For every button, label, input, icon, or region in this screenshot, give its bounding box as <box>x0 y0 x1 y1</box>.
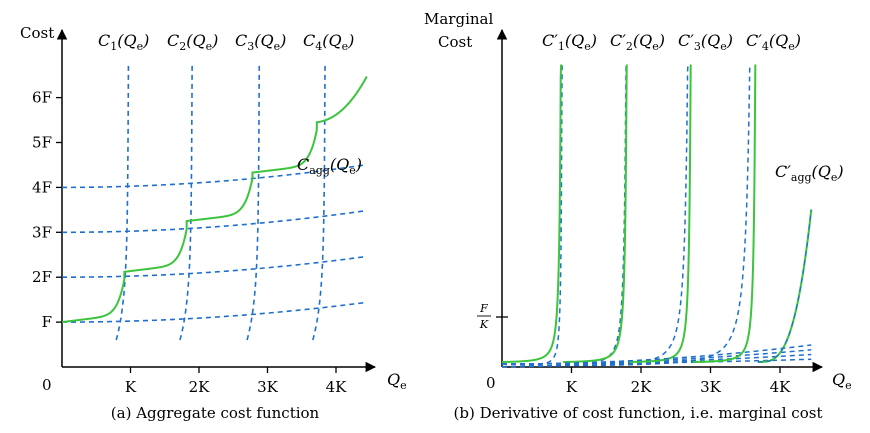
panel-a-component-baseline <box>62 301 367 323</box>
panel-a-aggregate-cost: Cost 0 Qe K 2K 3K 4K F 2F 3F 4F 5F 6F C1(Qe) C2(Q… <box>20 24 407 422</box>
panel-a-component-asymptote <box>115 63 130 341</box>
panel-a-x-axis-label: Qe <box>387 370 407 392</box>
panel-a-series-label: C3(Qe) <box>235 31 286 53</box>
panel-b-x-tick-label: K <box>566 378 578 396</box>
panel-b-aggregate-segment <box>501 64 563 364</box>
panel-b-component-curve <box>757 209 812 363</box>
panel-b-y-tick-denominator: K <box>479 318 489 331</box>
panel-b-y-tick-numerator: F <box>479 302 488 315</box>
panel-b-component-curve <box>502 64 751 368</box>
panel-b-aggregate-segment <box>629 64 692 364</box>
panel-b-component-baseline <box>502 358 812 365</box>
panel-b-series-label: C′1(Qe) <box>542 31 597 53</box>
panel-b-x-tick-label: 4K <box>770 378 792 396</box>
panel-a-x-tick-label: 2K <box>189 378 211 396</box>
panel-b-series-label: C′agg(Qe) <box>775 162 844 184</box>
panel-b-series-label: C′2(Qe) <box>610 31 665 53</box>
panel-b-x-axis-label: Qe <box>832 370 852 392</box>
panel-b-component-curve <box>502 64 689 368</box>
panel-a-component-baseline <box>62 209 367 234</box>
panel-a-y-axis-label: Cost <box>20 24 54 42</box>
panel-a-y-tick-label: 4F <box>32 178 52 196</box>
panel-a-series-label: Cagg(Qe) <box>297 155 362 177</box>
panel-b-series-label: C′4(Qe) <box>746 31 801 53</box>
panel-b-aggregate-segment <box>693 64 757 364</box>
panel-a-component-asymptote <box>246 63 261 341</box>
panel-a-series-label: C1(Qe) <box>98 31 149 53</box>
panel-a-component-baseline <box>62 255 367 278</box>
panel-b-origin-label: 0 <box>486 374 496 392</box>
panel-a-component-asymptote <box>179 63 193 341</box>
panel-b-aggregate-segment <box>563 64 628 364</box>
panel-b-y-axis-label-line1: Marginal <box>424 10 493 28</box>
panel-a-x-tick-label: 4K <box>326 378 348 396</box>
panel-b-y-axis-label-line2: Cost <box>438 33 472 51</box>
panel-b-component-baseline <box>502 344 812 365</box>
panel-a-caption: (a) Aggregate cost function <box>111 404 320 422</box>
panel-b-component-curve <box>501 64 563 368</box>
panel-b-component-curve <box>501 64 627 368</box>
panel-a-y-tick-label: 5F <box>32 134 52 152</box>
panel-b-series-label: C′3(Qe) <box>678 31 733 53</box>
panel-a-y-tick-label: F <box>42 313 52 331</box>
panel-a-y-tick-label: 6F <box>32 89 52 107</box>
panel-a-x-tick-label: K <box>125 378 137 396</box>
panel-b-caption: (b) Derivative of cost function, i.e. ma… <box>454 404 823 422</box>
panel-a-x-tick-label: 3K <box>257 378 279 396</box>
panel-b-aggregate-segment <box>757 209 813 363</box>
panel-a-aggregate-curve <box>61 76 368 324</box>
panel-a-y-tick-label: 2F <box>32 268 52 286</box>
panel-a-origin-label: 0 <box>42 376 52 394</box>
panel-a-component-baseline <box>62 163 367 189</box>
panel-a-series-label: C4(Qe) <box>303 31 354 53</box>
panel-a-series-label: C2(Qe) <box>167 31 218 53</box>
panel-a-component-asymptote <box>312 63 326 341</box>
panel-b-x-tick-label: 3K <box>700 378 722 396</box>
panel-b-x-tick-label: 2K <box>631 378 653 396</box>
panel-b-marginal-cost: Marginal Cost 0 Qe K 2K 3K 4K FK C′1(Qe) C′2… <box>424 10 852 422</box>
panel-a-y-tick-label: 3F <box>32 223 52 241</box>
